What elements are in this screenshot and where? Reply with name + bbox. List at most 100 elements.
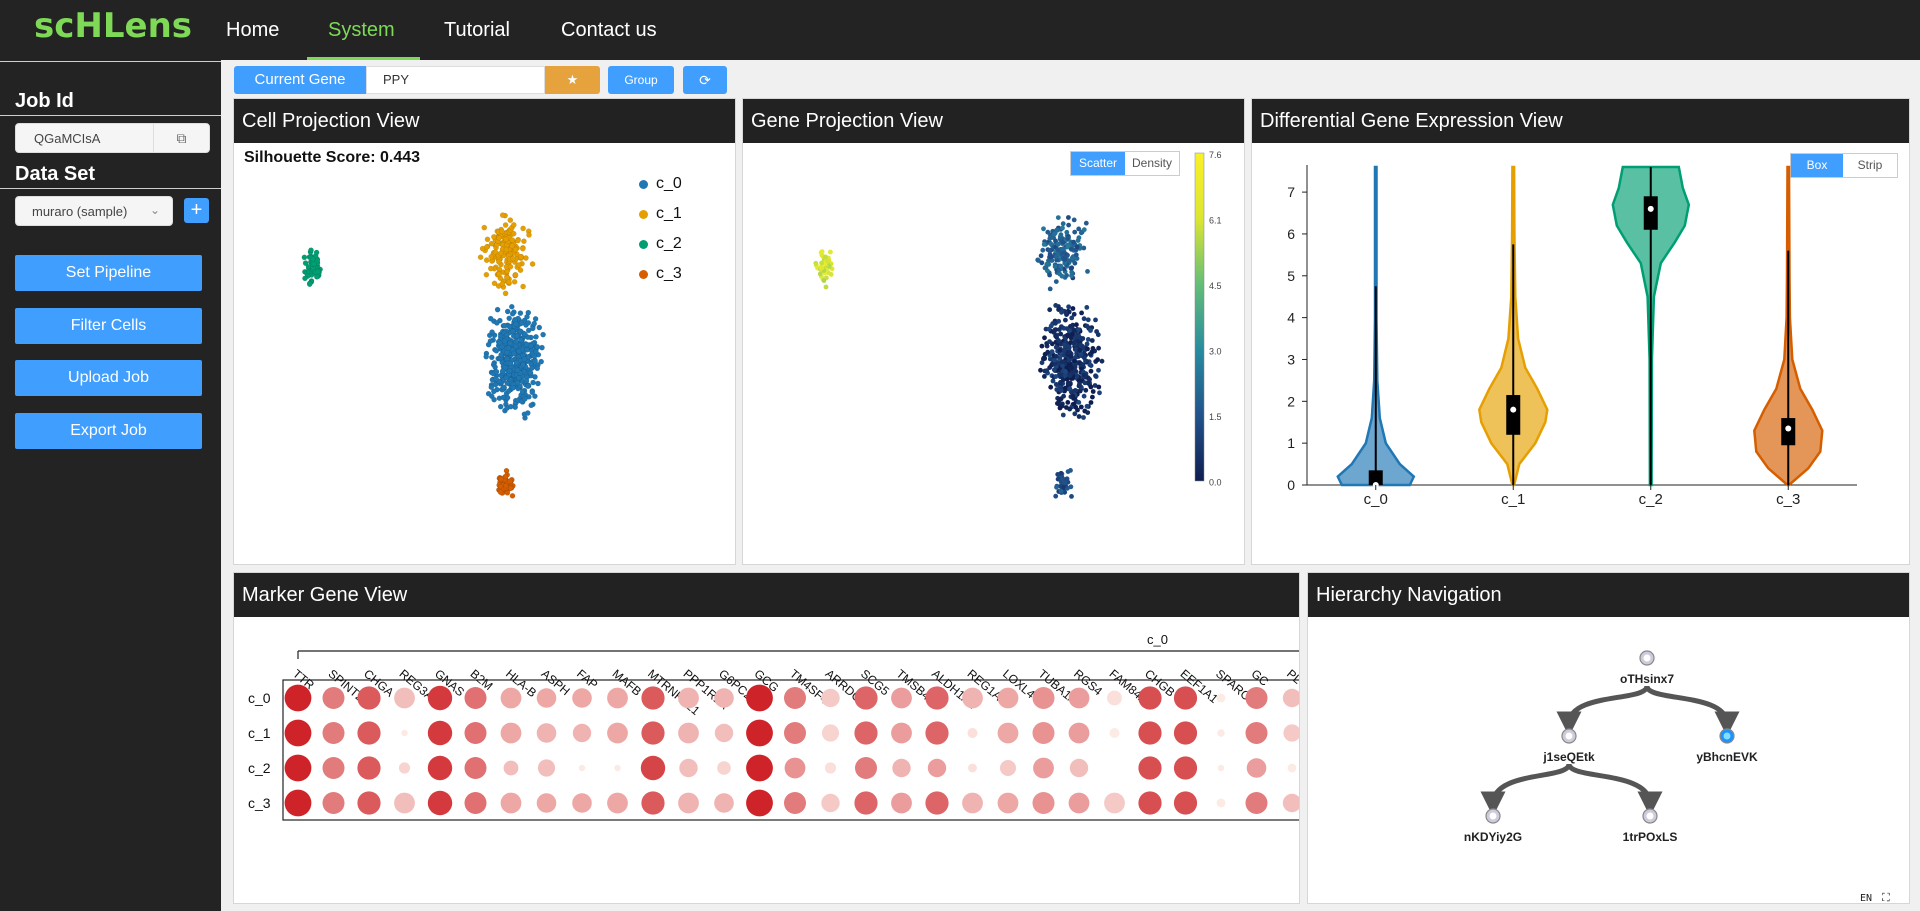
- cell-point: [535, 380, 541, 387]
- cell-point: [504, 274, 510, 281]
- marker-dot: [967, 728, 978, 738]
- gene-point: [1047, 286, 1053, 292]
- marker-dot: [640, 755, 666, 781]
- app-logo[interactable]: scHLens: [34, 6, 193, 46]
- nav-system[interactable]: System: [328, 19, 395, 41]
- gene-point: [1064, 273, 1069, 278]
- marker-dot: [1245, 722, 1268, 744]
- gene-point: [1056, 267, 1062, 273]
- gene-point: [1083, 220, 1089, 226]
- gene-point: [1039, 260, 1045, 266]
- marker-dot: [322, 757, 345, 779]
- tree-node[interactable]: yBhcnEVK: [1696, 728, 1758, 764]
- gene-input[interactable]: PPY: [366, 66, 545, 94]
- data-set-select[interactable]: muraro (sample) ⌄: [15, 196, 173, 226]
- marker-dot: [962, 792, 983, 814]
- gene-point: [1060, 246, 1066, 252]
- y-tick-label: 6: [1287, 226, 1295, 242]
- scatter-toggle[interactable]: Scatter: [1071, 152, 1125, 175]
- legend-item[interactable]: c_3: [639, 259, 682, 289]
- legend-item[interactable]: c_1: [639, 199, 682, 229]
- cell-point: [508, 403, 514, 410]
- cell-point: [525, 327, 532, 334]
- cell-point: [507, 360, 514, 367]
- marker-dot: [1138, 756, 1162, 780]
- tree-node[interactable]: nKDYiy2G: [1464, 808, 1522, 844]
- cell-point: [504, 490, 511, 496]
- cell-point: [510, 385, 516, 391]
- expand-icon[interactable]: ⛶: [1882, 891, 1890, 904]
- cell-point: [512, 272, 519, 278]
- marker-dot: [997, 722, 1019, 744]
- marker-dot: [398, 762, 411, 774]
- cell-point: [512, 246, 519, 253]
- marker-dot: [1282, 688, 1299, 708]
- tree-node[interactable]: 1trPOxLS: [1623, 808, 1678, 844]
- gene-point: [1047, 248, 1052, 254]
- cell-point: [509, 237, 516, 243]
- cell-point: [492, 364, 498, 370]
- legend-label: c_3: [656, 265, 682, 282]
- job-id-field[interactable]: QGaMCIsA ⧉: [15, 123, 210, 153]
- refresh-button[interactable]: ⟳: [683, 66, 727, 94]
- gene-point: [1088, 328, 1093, 333]
- current-gene-label: Current Gene: [234, 66, 366, 94]
- cell-point: [509, 303, 515, 310]
- add-dataset-button[interactable]: +: [184, 198, 209, 223]
- gene-point: [1047, 339, 1052, 344]
- tree-node[interactable]: oTHsinx7: [1620, 650, 1674, 686]
- cell-scatter-plot[interactable]: [234, 145, 735, 565]
- gene-scatter-plot[interactable]: 7.6 6.1 4.5 3.0 1.5 0.0: [743, 145, 1244, 565]
- gene-point: [1076, 414, 1082, 419]
- marker-dot: [1104, 792, 1125, 814]
- legend-item[interactable]: c_0: [639, 169, 682, 199]
- export-job-button[interactable]: Export Job: [15, 413, 202, 449]
- hierarchy-tree[interactable]: oTHsinx7 j1seQEtk yBhcnEVK nKDYiy2G 1trPOxLS: [1308, 619, 1909, 905]
- y-tick-label: 4: [1287, 310, 1295, 326]
- set-pipeline-button[interactable]: Set Pipeline: [15, 255, 202, 291]
- hierarchy-panel: Hierarchy Navigation oTHsinx7 j1seQEtk yBh…: [1307, 572, 1910, 904]
- tree-node[interactable]: j1seQEtk: [1542, 728, 1595, 764]
- gene-point: [1064, 326, 1070, 331]
- violin-chart[interactable]: 0 1 2 3 4 5 6 7 c_0 c_1 c_2 c_3: [1252, 145, 1909, 565]
- cell-point: [481, 224, 488, 231]
- cell-point: [484, 236, 491, 243]
- node-label: 1trPOxLS: [1623, 830, 1678, 844]
- legend-item[interactable]: c_2: [639, 229, 682, 259]
- node-core: [1723, 732, 1731, 740]
- cell-point: [494, 320, 500, 326]
- box-toggle[interactable]: Box: [1791, 154, 1843, 177]
- filter-cells-button[interactable]: Filter Cells: [15, 308, 202, 344]
- group-button[interactable]: Group: [608, 66, 674, 94]
- nav-contact-us[interactable]: Contact us: [561, 19, 657, 41]
- gene-point: [1042, 335, 1047, 341]
- upload-job-button[interactable]: Upload Job: [15, 360, 202, 396]
- marker-dot: [854, 791, 878, 815]
- cell-point: [517, 254, 524, 260]
- gene-point: [819, 265, 824, 271]
- gene-point: [1062, 489, 1068, 495]
- star-button[interactable]: ★: [545, 66, 600, 94]
- cell-point: [484, 244, 490, 250]
- marker-dot: [641, 686, 665, 710]
- copy-icon[interactable]: ⧉: [153, 124, 209, 152]
- marker-dot: [284, 684, 312, 712]
- gene-point: [1060, 377, 1066, 383]
- cell-point: [509, 311, 516, 317]
- gene-point: [1070, 322, 1076, 328]
- cell-point: [511, 222, 517, 228]
- strip-toggle[interactable]: Strip: [1857, 158, 1883, 172]
- marker-dot: [927, 758, 947, 778]
- gene-point: [1043, 264, 1049, 270]
- nav-home[interactable]: Home: [226, 19, 280, 41]
- gene-point: [1038, 253, 1044, 259]
- density-toggle[interactable]: Density: [1131, 156, 1172, 170]
- gene-point: [1085, 269, 1090, 274]
- cell-point: [489, 329, 495, 335]
- row-label: c_1: [248, 725, 271, 741]
- language-indicator[interactable]: EN: [1860, 893, 1873, 904]
- marker-dot: [464, 722, 487, 744]
- marker-dot: [500, 722, 522, 744]
- nav-tutorial[interactable]: Tutorial: [444, 19, 510, 41]
